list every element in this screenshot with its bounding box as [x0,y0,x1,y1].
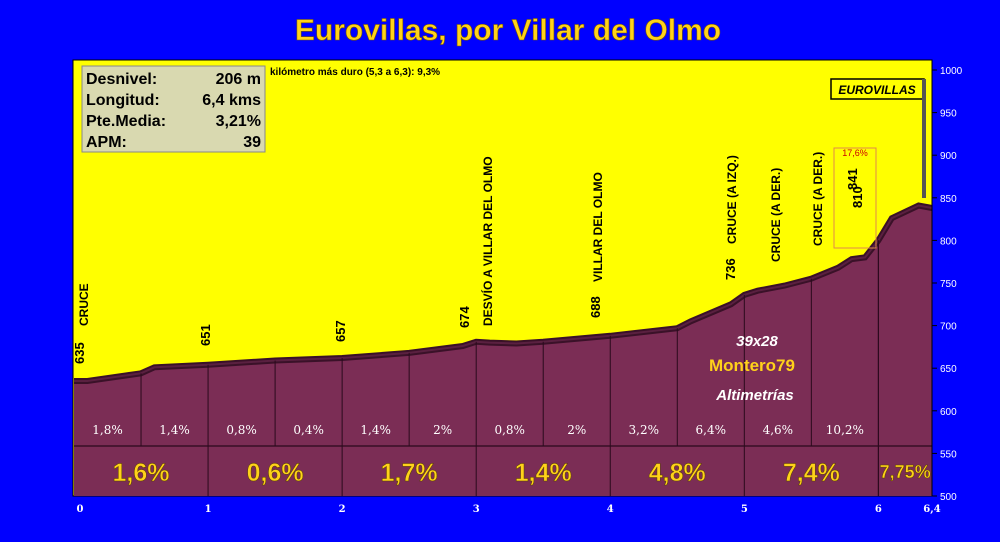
y-tick-label: 1000 [940,66,963,77]
y-tick-label: 900 [940,151,957,162]
altitude-label: 810 [850,186,865,208]
y-axis: 500 550 600 650 700 750 800 850 900 950 1000 [931,60,963,503]
hardest-km-note: kilómetro más duro (5,3 a 6,3): 9,3% [270,67,440,78]
y-tick-label: 500 [940,492,957,503]
x-tick-label: 3 [473,504,480,515]
x-tick-label: 1 [205,504,212,515]
place-label: VILLAR DEL OLMO [591,172,605,282]
stat-label-apm: APM: [86,134,127,151]
profile-line-highlight [74,204,933,382]
segment-gradient-label: 1,8% [92,423,123,437]
credits: 39x28 Montero79 Altimetrías [709,333,795,404]
credit-author: Montero79 [709,356,795,375]
finish-label: EUROVILLAS [838,83,915,97]
profile-area [74,205,932,496]
segment-gradient-label: 0,8% [494,423,525,437]
y-tick-label: 750 [940,279,957,290]
km-gradient-label: 7,75% [880,462,931,482]
x-tick-label: 0 [77,504,84,515]
stat-label-longitud: Longitud: [86,92,160,109]
max-gradient-label: 17,6% [842,148,868,158]
finish-marker: EUROVILLAS [830,78,926,198]
segment-gradient-label: 2% [433,423,452,437]
credit-site: Altimetrías [715,387,794,404]
altitude-label: 651 [198,324,213,346]
place-label: CRUCE [77,283,91,326]
max-gradient-mark: 17,6% [833,147,877,249]
segment-gradients: 1,8% 1,4% 0,8% 0,4% 1,4% 2% 0,8% 2% 3,2% 6,4% 4,6%… [92,423,864,437]
y-tick-label: 550 [940,449,957,460]
stat-value-longitud: 6,4 kms [202,92,261,109]
km-gradient-label: 0,6% [247,459,304,487]
stat-value-apm: 39 [243,134,261,151]
segment-gradient-label: 0,4% [293,423,324,437]
x-axis: 0 1 2 3 4 5 6 6,4 [77,504,941,515]
x-tick-label: 6 [875,504,882,515]
altitude-label: 674 [457,306,472,328]
altitude-label: 841 [845,168,860,190]
place-label: CRUCE (A DER.) [811,152,825,246]
km-gradient-label: 1,4% [515,459,572,487]
km-gradient-label: 1,6% [113,459,170,487]
altitude-label: 688 [588,296,603,318]
credit-bike: 39x28 [736,333,778,350]
altitude-label: 635 [72,342,87,364]
y-tick-label: 600 [940,407,957,418]
place-label: DESVÍO A VILLAR DEL OLMO [480,156,495,326]
segment-gradient-label: 3,2% [629,423,660,437]
km-gradient-label: 1,7% [381,459,438,487]
y-tick-label: 700 [940,322,957,333]
segment-grid [74,240,932,496]
stat-value-pte-media: 3,21% [216,113,261,130]
x-tick-label: 4 [607,504,614,515]
segment-gradient-label: 1,4% [360,423,391,437]
segment-gradient-label: 4,6% [763,423,794,437]
altitude-labels: 635 651 657 674 688 736 810 841 [72,168,865,364]
segment-gradient-label: 6,4% [696,423,727,437]
x-tick-label: 6,4 [923,504,940,515]
chart-title: Eurovillas, por Villar del Olmo [295,14,721,47]
stat-label-pte-media: Pte.Media: [86,113,166,130]
place-labels: CRUCE DESVÍO A VILLAR DEL OLMO VILLAR DE… [77,152,825,326]
x-tick-label: 5 [741,504,748,515]
km-gradients: 1,6% 0,6% 1,7% 1,4% 4,8% 7,4% 7,75% [112,459,931,488]
y-tick-label: 850 [940,194,957,205]
stats-box: Desnivel: 206 m Longitud: 6,4 kms Pte.Me… [81,65,266,153]
segment-gradient-label: 2% [567,423,586,437]
place-label: CRUCE (A IZQ.) [725,155,739,244]
altitude-label: 736 [723,258,738,280]
profile-layer [74,202,933,496]
stat-label-desnivel: Desnivel: [86,71,157,88]
segment-gradient-label: 0,8% [226,423,257,437]
segment-gradient-label: 1,4% [159,423,190,437]
segment-gradient-label: 10,2% [826,423,864,437]
km-gradient-label: 7,4% [783,459,840,487]
y-tick-label: 950 [940,109,957,120]
altitude-label: 657 [333,320,348,342]
y-tick-label: 650 [940,364,957,375]
place-label: CRUCE (A DER.) [769,168,783,262]
km-gradient-label: 4,8% [649,459,706,487]
stat-value-desnivel: 206 m [216,71,261,88]
y-tick-label: 800 [940,236,957,247]
x-tick-label: 2 [339,504,346,515]
